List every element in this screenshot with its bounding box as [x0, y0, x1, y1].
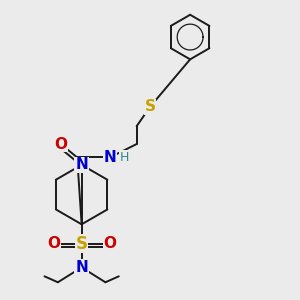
Text: S: S — [145, 99, 155, 114]
Text: N: N — [103, 150, 116, 165]
Text: O: O — [47, 236, 60, 251]
Text: N: N — [75, 260, 88, 275]
Text: S: S — [76, 235, 88, 253]
Text: O: O — [54, 136, 67, 152]
Text: O: O — [103, 236, 116, 251]
Text: N: N — [75, 158, 88, 172]
Text: H: H — [120, 151, 129, 164]
